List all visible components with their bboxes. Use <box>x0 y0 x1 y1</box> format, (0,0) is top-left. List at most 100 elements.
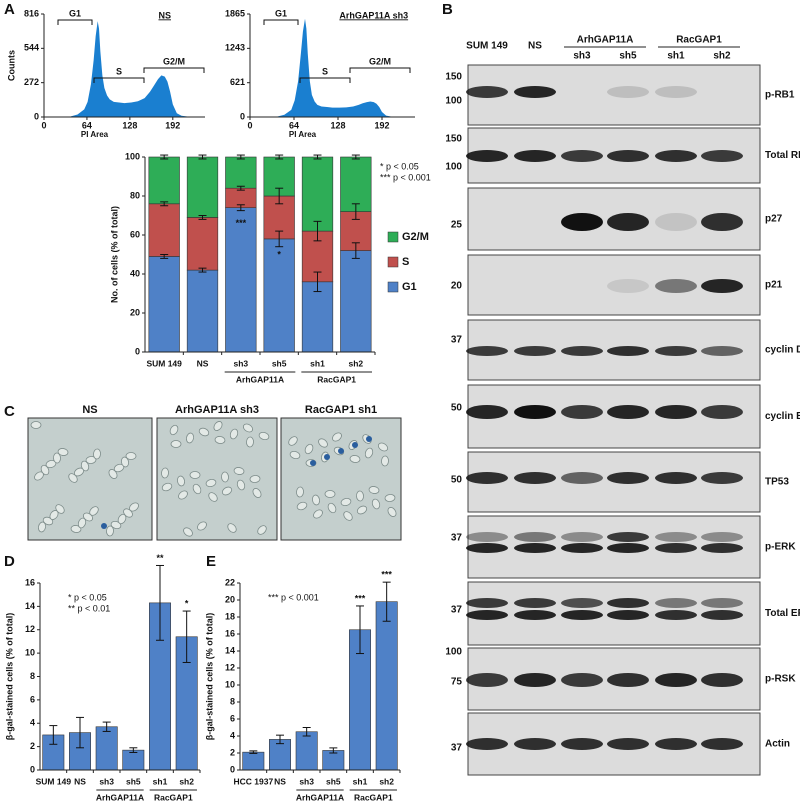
cell <box>198 427 210 437</box>
significance: * <box>185 598 189 608</box>
blot-label: cyclin E1 <box>765 411 800 422</box>
cell <box>371 498 381 510</box>
y-tick-label: 0 <box>240 111 245 121</box>
cell <box>55 504 65 514</box>
bar-segment <box>225 156 257 189</box>
lane-label: sh3 <box>573 51 591 62</box>
marker-label: 50 <box>451 403 463 414</box>
band <box>514 532 556 542</box>
band <box>561 673 603 687</box>
band <box>466 738 508 750</box>
cell <box>183 527 193 537</box>
band <box>514 346 556 356</box>
y-tick-label: 4 <box>230 730 235 740</box>
cell <box>208 492 218 502</box>
x-axis-label: PI Area <box>289 130 317 139</box>
cell <box>106 525 114 537</box>
band <box>514 150 556 162</box>
stained-cell <box>338 448 344 454</box>
band <box>514 543 556 553</box>
cell <box>236 479 246 491</box>
cell <box>125 452 137 460</box>
cell <box>356 505 368 515</box>
marker-label: 100 <box>445 647 462 658</box>
y-tick-label: 20 <box>130 307 140 317</box>
cell <box>252 488 262 498</box>
band <box>466 543 508 553</box>
cell <box>77 517 87 529</box>
stained-cell <box>310 460 316 466</box>
x-tick-label: 0 <box>41 120 46 130</box>
band <box>466 598 508 608</box>
x-axis-label: PI Area <box>81 130 109 139</box>
cell <box>192 483 202 495</box>
band <box>514 598 556 608</box>
y-tick-label: 1243 <box>225 43 245 53</box>
band <box>607 346 649 356</box>
stained-cell <box>101 523 107 529</box>
band <box>607 472 649 484</box>
bar-segment <box>148 203 180 257</box>
image-label: NS <box>82 404 97 416</box>
bar-segment <box>186 156 219 218</box>
y-tick-label: 18 <box>225 611 235 621</box>
legend-label: G1 <box>402 281 417 293</box>
bar <box>95 726 118 771</box>
blot-label: Total RB <box>765 150 800 161</box>
cell <box>221 471 229 483</box>
y-tick-label: 621 <box>230 77 245 87</box>
x-tick-label: sh1 <box>353 776 368 786</box>
x-tick-label: 64 <box>82 120 92 130</box>
legend-label: S <box>402 256 409 268</box>
bar-segment <box>225 207 257 353</box>
cell <box>38 521 46 533</box>
cell <box>161 467 169 479</box>
cell <box>381 455 389 467</box>
lane-label: sh2 <box>713 51 731 62</box>
bracket <box>263 19 299 25</box>
significance: *** <box>236 218 247 228</box>
cell <box>186 432 194 444</box>
band <box>561 532 603 542</box>
group-label: ArhGAP11A <box>577 35 634 46</box>
marker-label: 37 <box>451 605 463 616</box>
significance: *** <box>381 570 392 580</box>
band <box>466 532 508 542</box>
band <box>655 86 697 98</box>
band <box>607 598 649 608</box>
cell <box>129 502 139 512</box>
cell <box>368 486 380 494</box>
marker-label: 25 <box>451 220 463 231</box>
marker-label: 50 <box>451 475 463 486</box>
significance: *** <box>355 593 366 603</box>
cell <box>332 432 342 442</box>
band <box>701 673 743 687</box>
bracket <box>93 77 145 83</box>
cell <box>205 478 217 488</box>
lane-label: sh1 <box>667 51 685 62</box>
histogram-area <box>70 21 189 118</box>
cell <box>364 447 374 459</box>
x-tick-label: 128 <box>122 120 137 130</box>
band <box>561 598 603 608</box>
group-label: RacGAP1 <box>676 35 722 46</box>
x-tick-label: sh3 <box>234 358 249 368</box>
x-tick-label: 192 <box>374 120 389 130</box>
band <box>561 738 603 750</box>
group-label: ArhGAP11A <box>236 374 284 384</box>
y-tick-label: 16 <box>225 628 235 638</box>
annotation: G2/M <box>369 56 391 66</box>
cell <box>40 464 50 476</box>
band <box>514 738 556 750</box>
y-tick-label: 6 <box>30 694 35 704</box>
group-label: ArhGAP11A <box>296 792 344 802</box>
cell <box>189 471 201 479</box>
image-label: ArhGAP11A sh3 <box>175 404 259 416</box>
x-tick-label: sh1 <box>153 776 168 786</box>
y-tick-label: 2 <box>30 741 35 751</box>
cell <box>349 455 361 463</box>
marker-label: 20 <box>451 281 463 292</box>
annotation: G2/M <box>163 56 185 66</box>
band <box>655 150 697 162</box>
